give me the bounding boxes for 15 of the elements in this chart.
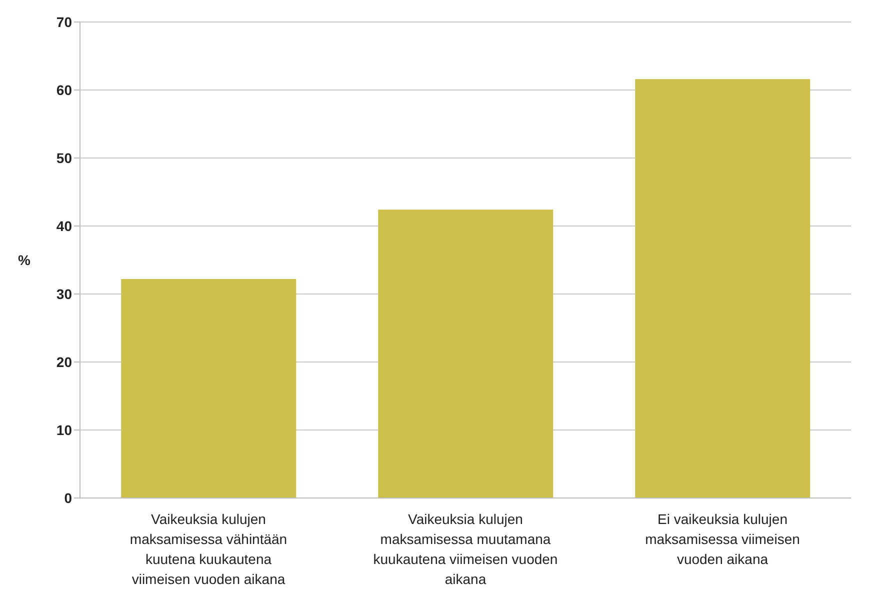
x-tick-label: Vaikeuksia kulujen maksamisessa muutamana kuukautena viimeisen vuoden aikana	[373, 511, 558, 587]
bar	[121, 279, 296, 498]
y-tick-label: 70	[56, 14, 72, 30]
bar	[378, 210, 554, 498]
y-axis-title: %	[18, 252, 31, 268]
y-tick-label: 10	[56, 422, 72, 438]
bar	[635, 79, 810, 498]
y-tick-label: 20	[56, 354, 72, 370]
y-tick-label: 40	[56, 218, 72, 234]
y-tick-label: 30	[56, 286, 72, 302]
y-tick-label: 50	[56, 150, 72, 166]
y-tick-label: 60	[56, 82, 72, 98]
y-tick-label: 0	[64, 490, 72, 506]
x-tick-label: Ei vaikeuksia kulujen maksamisessa viimeisen vuoden aikana	[645, 511, 800, 567]
x-tick-label: Vaikeuksia kulujen maksamisessa vähintään kuutena kuukautena viimeisen vuoden aikana	[130, 511, 288, 587]
